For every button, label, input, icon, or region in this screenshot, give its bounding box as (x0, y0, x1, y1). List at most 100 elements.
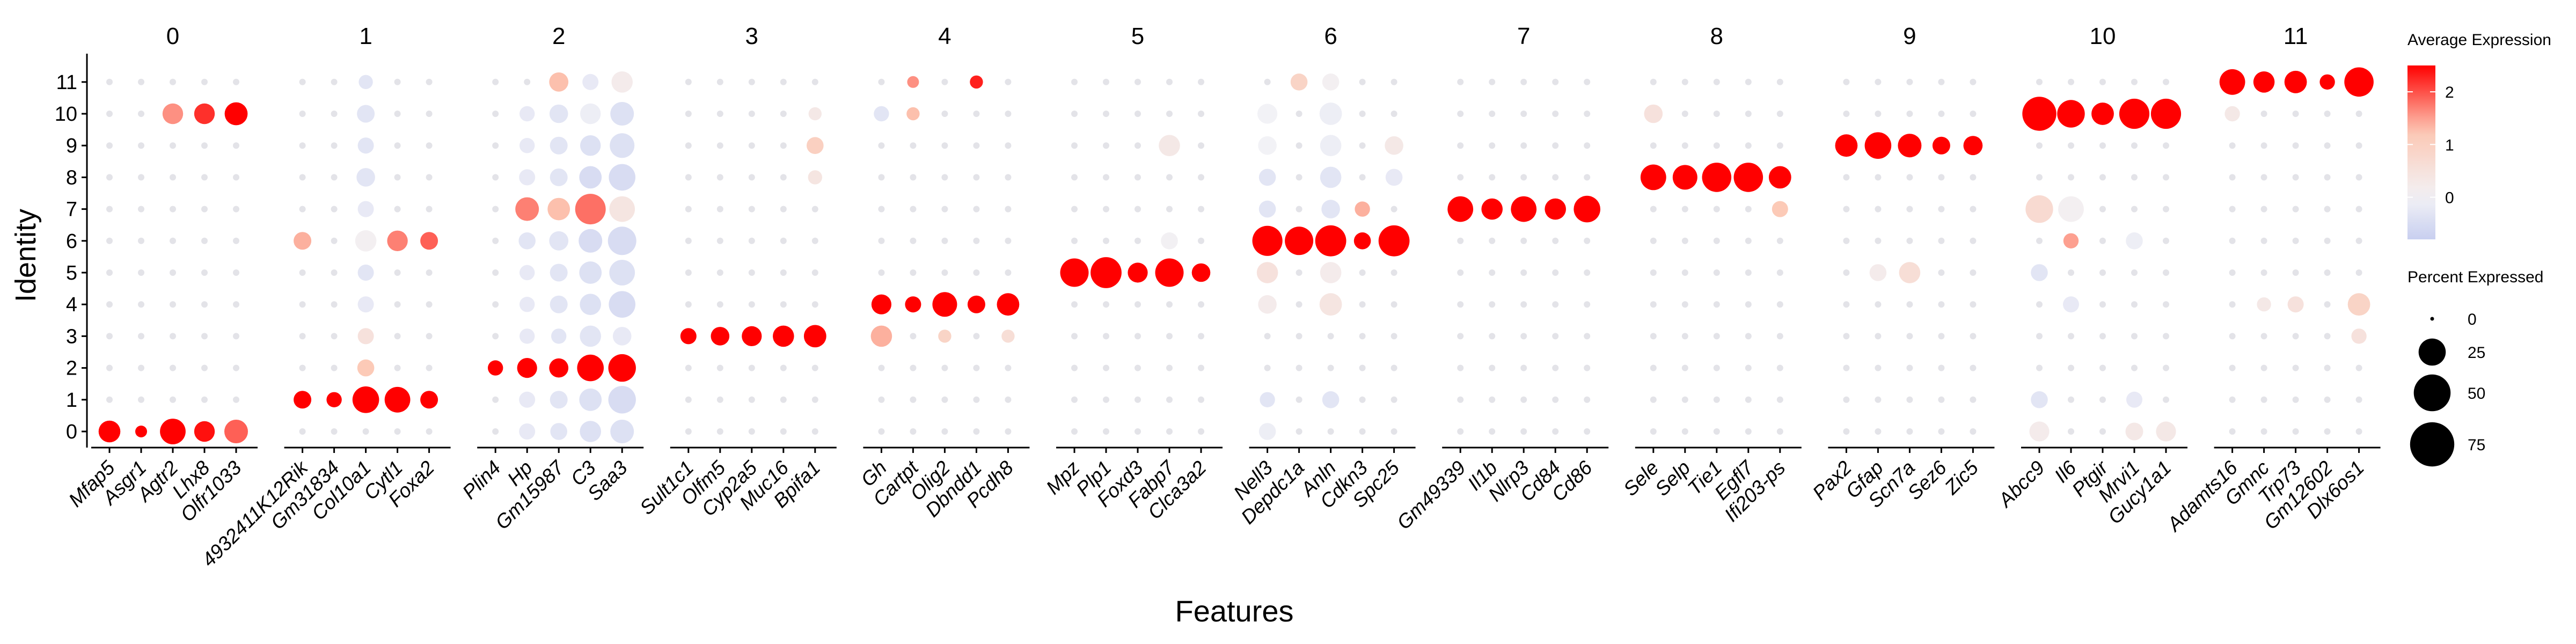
dot-background (1005, 396, 1012, 403)
dot-background (2292, 237, 2299, 244)
dot (1258, 169, 1276, 186)
dot-background (1584, 237, 1591, 244)
dot-background (1776, 111, 1783, 117)
dot-background (331, 111, 338, 117)
dot-background (748, 142, 755, 149)
dot-background (2260, 333, 2267, 340)
dot-background (2229, 174, 2236, 181)
dot-background (426, 78, 433, 85)
dot-background (1906, 396, 1913, 403)
dot-background (2229, 301, 2236, 308)
dot-background (1296, 142, 1302, 149)
dot-background (1552, 333, 1559, 340)
dot (2126, 232, 2143, 250)
dot-background (492, 269, 499, 276)
dot (579, 261, 602, 284)
dot-background (2131, 78, 2138, 85)
dot-background (394, 206, 401, 213)
dot-background (1906, 237, 1913, 244)
y-tick-label: 2 (66, 357, 77, 380)
dot-background (1359, 111, 1366, 117)
dot (2257, 297, 2271, 312)
dot-background (685, 364, 692, 371)
dot-background (2036, 78, 2043, 85)
dot-background (1843, 428, 1850, 435)
dot-background (1843, 269, 1850, 276)
dot-background (106, 237, 113, 244)
dot-background (1198, 174, 1204, 181)
dot (224, 102, 248, 126)
dot-background (2292, 396, 2299, 403)
dot-background (748, 269, 755, 276)
dot (1290, 74, 1308, 91)
dot-background (2324, 333, 2331, 340)
dot-background (1457, 269, 1464, 276)
dot-background (1875, 301, 1882, 308)
dot (932, 292, 957, 317)
dot-background (878, 428, 885, 435)
panel-title: 3 (745, 23, 758, 49)
dot (610, 420, 634, 443)
dot-background (138, 174, 144, 181)
dot-background (1552, 111, 1559, 117)
dot-background (1843, 111, 1850, 117)
dot (870, 325, 892, 347)
dot-background (2163, 333, 2169, 340)
dot-background (2068, 269, 2074, 276)
dot-background (1906, 301, 1913, 308)
dot-background (2099, 364, 2106, 371)
dot-background (331, 78, 338, 85)
dot-background (1745, 78, 1752, 85)
dot-background (878, 78, 885, 85)
dot-background (1071, 206, 1078, 213)
dot (807, 137, 824, 154)
dot-background (2355, 142, 2362, 149)
dot (905, 296, 921, 313)
dot-background (106, 396, 113, 403)
dot (550, 295, 568, 313)
dot-background (1650, 428, 1657, 435)
dot-background (2036, 333, 2043, 340)
dot-background (878, 396, 885, 403)
dot (1322, 391, 1340, 408)
dot (387, 230, 408, 251)
dot-background (1198, 364, 1204, 371)
panel-title: 7 (1517, 23, 1530, 49)
dot-background (1938, 333, 1945, 340)
dot (1159, 135, 1180, 156)
dot (1322, 74, 1340, 91)
dot (1256, 262, 1278, 283)
dot-background (331, 174, 338, 181)
dot-background (1166, 111, 1173, 117)
dot-background (1875, 364, 1882, 371)
dot-background (492, 142, 499, 149)
dot-background (1843, 206, 1850, 213)
dot-background (716, 174, 723, 181)
dot (2091, 103, 2114, 125)
dot-background (492, 78, 499, 85)
dot-background (1970, 174, 1977, 181)
size-legend-dot (2430, 317, 2434, 321)
dot-background (878, 269, 885, 276)
dot (1320, 166, 1342, 188)
dot-background (233, 364, 239, 371)
dot-background (1359, 396, 1366, 403)
dot-background (2324, 237, 2331, 244)
dot-background (1198, 301, 1204, 308)
dot-background (1745, 206, 1752, 213)
dot-background (2068, 174, 2074, 181)
dot-background (1776, 269, 1783, 276)
dot-background (2163, 174, 2169, 181)
dot-background (1552, 396, 1559, 403)
dot-background (1103, 396, 1109, 403)
dot-background (2163, 301, 2169, 308)
dot-background (233, 396, 239, 403)
dot (773, 325, 794, 347)
dot (1091, 257, 1122, 288)
dot-background (1970, 396, 1977, 403)
dot-background (941, 78, 948, 85)
dot-background (2229, 206, 2236, 213)
dot-background (1970, 364, 1977, 371)
